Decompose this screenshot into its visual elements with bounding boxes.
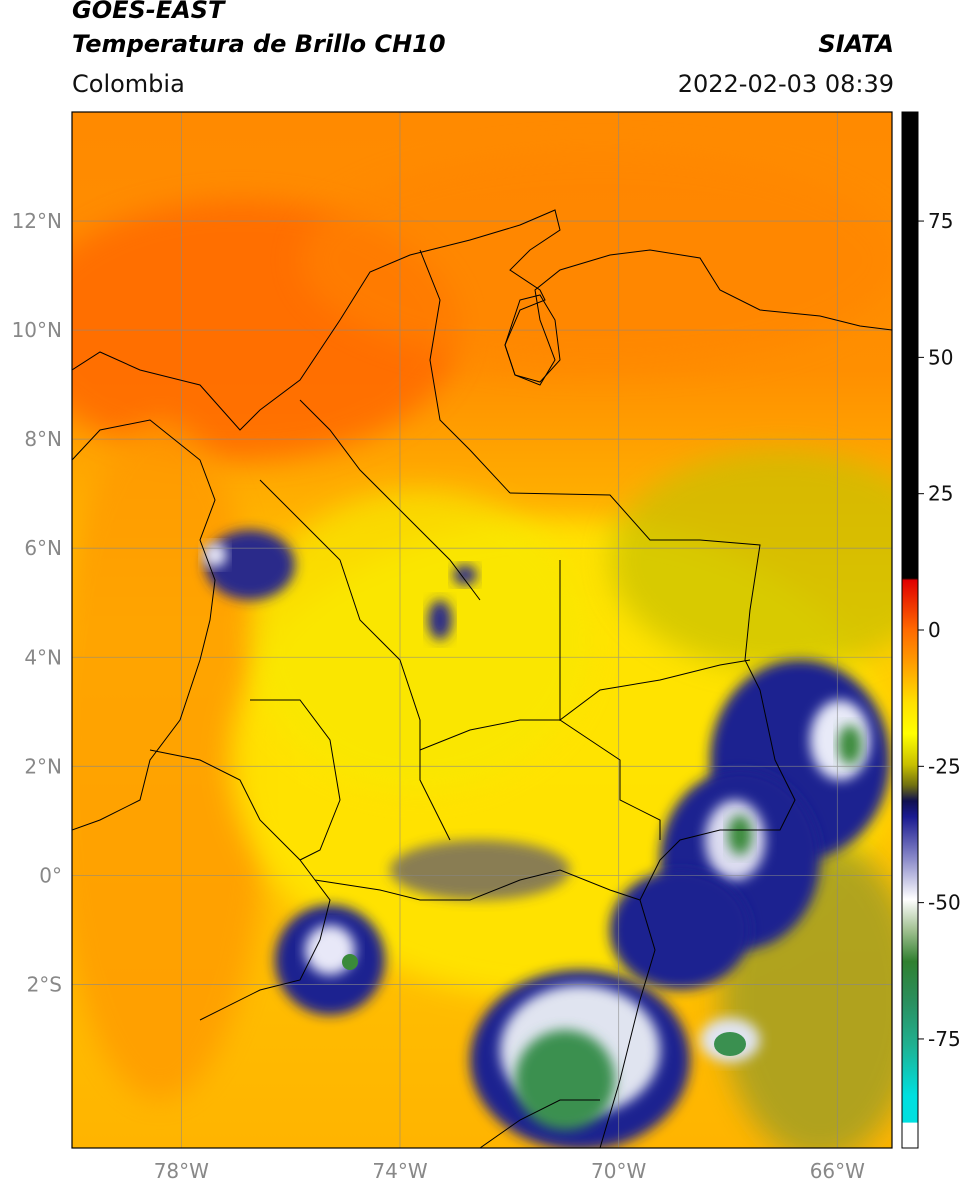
y-axis-ticks: 12°N 10°N 8°N 6°N 4°N 2°N 0° 2°S bbox=[12, 209, 62, 996]
region-label: Colombia bbox=[72, 70, 185, 98]
datetime-label: 2022-02-03 08:39 bbox=[677, 70, 894, 98]
y-tick-label: 10°N bbox=[12, 318, 62, 342]
colorbar-tick-label: 75 bbox=[928, 209, 953, 233]
map-frame bbox=[71, 111, 893, 1149]
colorbar-tick-label: -75 bbox=[928, 1027, 961, 1051]
x-tick-label: 66°W bbox=[810, 1159, 865, 1183]
y-tick-label: 4°N bbox=[24, 645, 62, 669]
caribbean-coastline bbox=[72, 209, 892, 431]
graticule bbox=[72, 112, 892, 1148]
colombia-south-border bbox=[314, 869, 641, 901]
internal-division-5 bbox=[419, 719, 661, 840]
y-tick-label: 2°S bbox=[27, 972, 62, 996]
colorbar-tick-label: 0 bbox=[928, 618, 941, 642]
pacific-coastline bbox=[72, 419, 216, 831]
y-tick-label: 2°N bbox=[24, 754, 62, 778]
satellite-title: GOES-EAST bbox=[72, 0, 225, 24]
colorbar-gradient bbox=[901, 111, 919, 1149]
temperature-field bbox=[72, 112, 892, 1148]
internal-division-6 bbox=[250, 699, 341, 861]
maracaibo-lake bbox=[504, 294, 561, 383]
boundaries bbox=[72, 209, 892, 1148]
y-tick-label: 6°N bbox=[24, 536, 62, 560]
y-tick-label: 8°N bbox=[24, 427, 62, 451]
colorbar-tick-label: -25 bbox=[928, 754, 961, 778]
y-tick-label: 12°N bbox=[12, 209, 62, 233]
y-tick-label: 0° bbox=[39, 863, 62, 887]
colombia-east-border bbox=[509, 492, 796, 1148]
colorbar-ticks: 75 50 25 0 -25 -50 -75 bbox=[918, 209, 961, 1051]
internal-division-7 bbox=[149, 749, 316, 881]
internal-division-4 bbox=[559, 560, 751, 721]
product-title: Temperatura de Brillo CH10 bbox=[72, 30, 446, 58]
colorbar-tick-label: -50 bbox=[928, 891, 961, 915]
colorbar-tick-label: 25 bbox=[928, 482, 953, 506]
peru-brazil-border bbox=[479, 1099, 600, 1148]
x-tick-label: 74°W bbox=[372, 1159, 427, 1183]
x-tick-label: 78°W bbox=[154, 1159, 209, 1183]
organization-label: SIATA bbox=[818, 30, 894, 58]
internal-division-1 bbox=[299, 399, 481, 601]
x-tick-label: 70°W bbox=[591, 1159, 646, 1183]
x-axis-ticks: 78°W 74°W 70°W 66°W bbox=[154, 1159, 865, 1183]
internal-division-3 bbox=[259, 479, 451, 841]
colorbar-tick-label: 50 bbox=[928, 345, 953, 369]
internal-division-2 bbox=[419, 249, 511, 494]
ecuador-peru-border bbox=[199, 879, 331, 1021]
